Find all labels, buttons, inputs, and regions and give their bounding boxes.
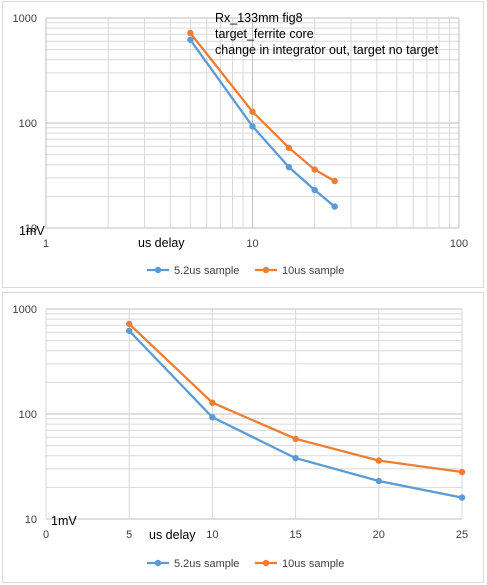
- x-tick-label: 20: [373, 529, 385, 541]
- chart-svg-linear-x: 10 100 1000 0 5 10 15 20 25 1mV us delay 5.2us samp…: [13, 304, 469, 570]
- chart-panel-linear-x: 10 100 1000 0 5 10 15 20 25 1mV us delay 5.2us samp…: [2, 292, 484, 583]
- annotation-text: Rx_133mm fig8: [215, 11, 303, 25]
- data-point: [249, 108, 256, 115]
- data-point: [209, 399, 216, 406]
- data-point: [331, 177, 338, 185]
- x-tick-label: 10: [206, 529, 218, 541]
- data-point: [126, 327, 133, 334]
- data-point: [458, 494, 466, 501]
- x-tick-label: 100: [450, 238, 468, 250]
- data-point: [292, 435, 299, 443]
- legend: 5.2us sample 10us sample: [147, 558, 344, 570]
- data-point: [249, 123, 256, 130]
- data-point: [209, 414, 216, 421]
- legend-item: 5.2us sample: [147, 558, 239, 570]
- legend-label: 5.2us sample: [174, 265, 239, 277]
- legend-swatch-marker: [262, 266, 270, 274]
- legend: 5.2us sample 10us sample: [147, 265, 344, 277]
- legend-swatch-marker: [262, 559, 270, 567]
- series-1: [187, 36, 338, 210]
- legend-label: 10us sample: [282, 558, 344, 570]
- x-tick-label: 1: [43, 238, 49, 250]
- series-2: [126, 320, 466, 476]
- data-point: [375, 477, 382, 485]
- y-tick-label: 1000: [13, 304, 37, 316]
- data-point: [187, 36, 194, 43]
- legend-swatch-marker: [154, 559, 162, 567]
- data-point: [311, 166, 318, 173]
- y-gridlines: [46, 308, 462, 520]
- legend-item: 10us sample: [255, 558, 344, 570]
- x-tick-label: 15: [289, 529, 301, 541]
- data-point: [375, 457, 382, 464]
- series-2: [187, 29, 338, 185]
- x-tick-label: 0: [43, 529, 49, 541]
- x-tick-label: 5: [126, 529, 132, 541]
- legend-item: 5.2us sample: [147, 265, 239, 277]
- unit-label: 1mV: [19, 224, 45, 238]
- y-tick-label: 1000: [13, 13, 37, 25]
- series-1: [126, 327, 466, 501]
- data-point: [126, 320, 133, 328]
- data-point: [331, 203, 338, 210]
- chart-svg-log-log: 10 100 1000 1 10 100 Rx_133mm fig8 target_ferri…: [13, 11, 469, 277]
- data-point: [458, 468, 466, 476]
- data-point: [311, 186, 318, 194]
- unit-label: 1mV: [51, 514, 77, 528]
- annotation-text: target_ferrite core: [215, 27, 314, 41]
- y-tick-label: 100: [19, 118, 37, 130]
- x-axis-title: us delay: [138, 236, 185, 250]
- legend-label: 5.2us sample: [174, 558, 239, 570]
- annotation-text: change in integrator out, target no targ…: [215, 43, 439, 57]
- y-tick-label: 10: [25, 514, 37, 526]
- x-axis-title: us delay: [149, 528, 196, 542]
- x-tick-label: 25: [456, 529, 468, 541]
- y-tick-label: 10: [25, 223, 37, 235]
- legend-swatch-marker: [154, 266, 162, 274]
- legend-item: 10us sample: [255, 265, 344, 277]
- data-point: [187, 29, 194, 37]
- data-point: [285, 163, 293, 171]
- legend-label: 10us sample: [282, 265, 344, 277]
- data-point: [285, 144, 293, 152]
- x-gridlines: [45, 18, 460, 228]
- x-tick-label: 10: [246, 238, 258, 250]
- y-tick-label: 100: [19, 409, 37, 421]
- chart-panel-log-log: 10 100 1000 1 10 100 Rx_133mm fig8 target_ferri…: [2, 1, 484, 288]
- data-point: [292, 454, 299, 462]
